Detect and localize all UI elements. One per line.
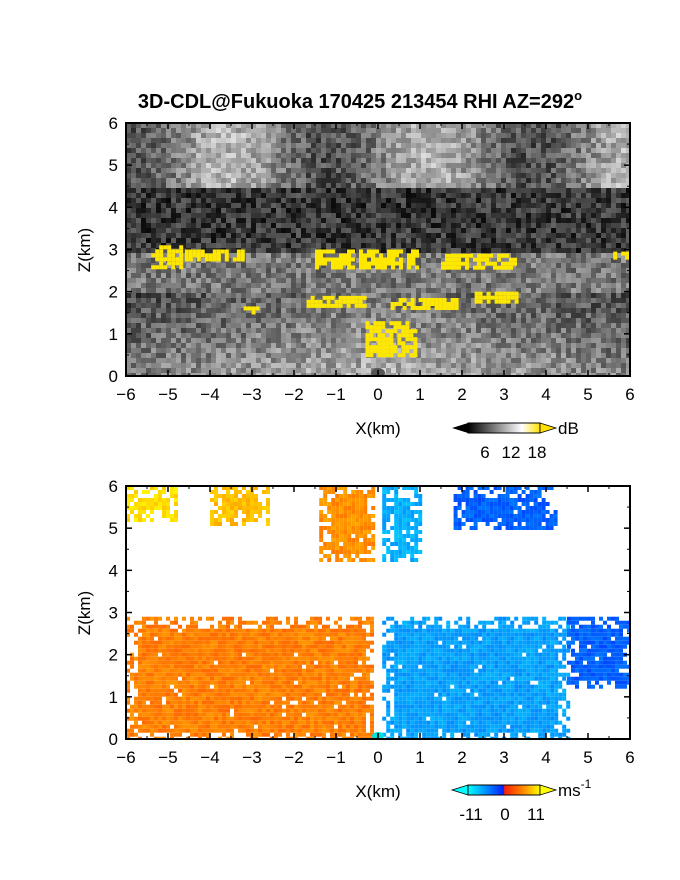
- colorbar-velocity: ms-1 -11 0 11: [450, 777, 592, 824]
- colorbar-tick-6: 6: [480, 443, 489, 462]
- velocity-region: [453, 486, 558, 530]
- x-tick-label: −6: [116, 748, 135, 767]
- y-tick-label: 3: [109, 241, 118, 260]
- x-tick-label: 2: [457, 748, 466, 767]
- x-tick-label: −4: [200, 748, 219, 767]
- high-signal-patch: [184, 249, 245, 262]
- y-tick-label: 3: [109, 604, 118, 623]
- velocity-region: [382, 616, 571, 739]
- x-tick-label: −5: [158, 385, 177, 404]
- x-tick-label: −1: [326, 748, 345, 767]
- x-tick-label: 6: [625, 385, 634, 404]
- colorbar-tick-18: 18: [528, 443, 547, 462]
- x-tick-label: 3: [499, 748, 508, 767]
- colorbar-label-2: ms-1: [558, 777, 592, 800]
- high-signal-patch: [390, 297, 459, 310]
- velocity-region: [319, 486, 376, 562]
- chart-title: 3D-CDL@Fukuoka 170425 213454 RHI AZ=292o: [138, 88, 582, 113]
- x-tick-label: 4: [541, 748, 550, 767]
- x-tick-label: 4: [541, 385, 550, 404]
- high-signal-patch: [151, 245, 184, 270]
- x-tick-label: −5: [158, 748, 177, 767]
- high-signal-patch: [474, 291, 519, 304]
- x-tick-label: 0: [373, 748, 382, 767]
- y-tick-label: 5: [109, 156, 118, 175]
- velocity-region: [126, 616, 374, 739]
- x-tick-label: 2: [457, 385, 466, 404]
- high-signal-patch: [306, 295, 367, 308]
- x-tick-label: −3: [242, 748, 261, 767]
- colorbar-tick-12: 12: [502, 443, 521, 462]
- y-tick-label: 2: [109, 646, 118, 665]
- x-tick-label: 5: [583, 385, 592, 404]
- colorbar-backscatter: dB 6 12 18: [452, 419, 579, 462]
- y-tick-label: 5: [109, 519, 118, 538]
- colorbar-tick-neg11: -11: [459, 805, 482, 824]
- high-signal-patch: [315, 249, 419, 270]
- velocity-region: [126, 486, 178, 522]
- velocity-field: [126, 486, 630, 739]
- y-axis-label-1: Z(km): [75, 228, 94, 272]
- x-tick-label: 1: [415, 385, 424, 404]
- y-axis-label-2: Z(km): [75, 591, 94, 635]
- x-tick-label: −4: [200, 385, 219, 404]
- high-signal-patch: [243, 306, 260, 315]
- x-tick-label: −3: [242, 385, 261, 404]
- colorbar-tick-11: 11: [527, 805, 545, 824]
- high-signal-patch: [441, 253, 517, 270]
- y-tick-label: 4: [109, 198, 118, 217]
- velocity-region: [567, 616, 630, 689]
- x-tick-label: 5: [583, 748, 592, 767]
- velocity-region: [210, 486, 270, 526]
- backscatter-marks: [151, 245, 630, 376]
- y-tick-label: 2: [109, 283, 118, 302]
- colorbar-tick-0: 0: [500, 805, 509, 824]
- y-tick-label: 0: [109, 730, 118, 749]
- x-axis-label-2: X(km): [355, 782, 400, 801]
- x-tick-label: 3: [499, 385, 508, 404]
- x-axis-label-1: X(km): [355, 419, 400, 438]
- axes-2: −6 −5 −4 −3 −2 −1 0 1 2 3 4 5 6 0 1 2 3 4 5 6: [109, 477, 635, 767]
- x-tick-label: −2: [284, 748, 303, 767]
- y-tick-label: 6: [109, 114, 118, 133]
- axes-1: −6 −5 −4 −3 −2 −1 0 1 2 3 4 5 6 0 1 2 3 4 5 6: [109, 114, 635, 404]
- velocity-panel: −6 −5 −4 −3 −2 −1 0 1 2 3 4 5 6 0 1 2 3 4 5 6 X(km) Z(km) m…: [75, 477, 635, 824]
- y-tick-label: 1: [109, 688, 118, 707]
- velocity-region: [382, 486, 423, 562]
- x-tick-label: 1: [415, 748, 424, 767]
- x-tick-label: 6: [625, 748, 634, 767]
- x-tick-label: −6: [116, 385, 135, 404]
- colorbar-label-1: dB: [558, 419, 579, 438]
- y-tick-label: 6: [109, 477, 118, 496]
- y-tick-label: 0: [109, 367, 118, 386]
- x-tick-label: −2: [284, 385, 303, 404]
- y-tick-label: 4: [109, 561, 118, 580]
- x-tick-label: −1: [326, 385, 345, 404]
- high-signal-patch: [365, 321, 418, 358]
- y-tick-label: 1: [109, 325, 118, 344]
- x-tick-label: 0: [373, 385, 382, 404]
